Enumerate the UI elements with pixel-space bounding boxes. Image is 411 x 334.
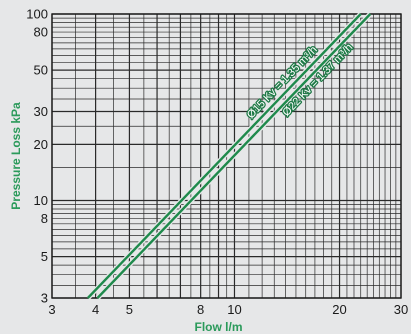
x-tick-label: 30	[394, 302, 408, 317]
y-tick-label: 30	[34, 104, 48, 119]
y-tick-label: 20	[34, 137, 48, 152]
grid	[51, 13, 402, 299]
y-tick-label: 8	[41, 211, 48, 226]
y-tick-label: 3	[41, 291, 48, 306]
series-line-1	[86, 13, 362, 299]
x-axis-title: Flow l/m	[195, 320, 243, 334]
x-tick-label: 3	[48, 302, 55, 317]
x-tick-label: 5	[126, 302, 133, 317]
y-tick-label: 50	[34, 63, 48, 78]
y-axis-title: Pressure Loss kPa	[9, 102, 23, 210]
series-line-2	[96, 13, 372, 299]
tick-labels: 3 4 5 8 10 20 30 3 5 8 10 20 30 50 80 100	[26, 7, 408, 318]
x-tick-label: 8	[197, 302, 204, 317]
plot-frame	[51, 13, 402, 299]
y-tick-label: 5	[41, 249, 48, 264]
y-tick-label: 10	[34, 193, 48, 208]
x-tick-label: 20	[332, 302, 346, 317]
y-tick-label: 100	[26, 7, 48, 22]
y-tick-label: 80	[34, 25, 48, 40]
x-tick-label: 4	[92, 302, 99, 317]
x-tick-label: 10	[227, 302, 241, 317]
